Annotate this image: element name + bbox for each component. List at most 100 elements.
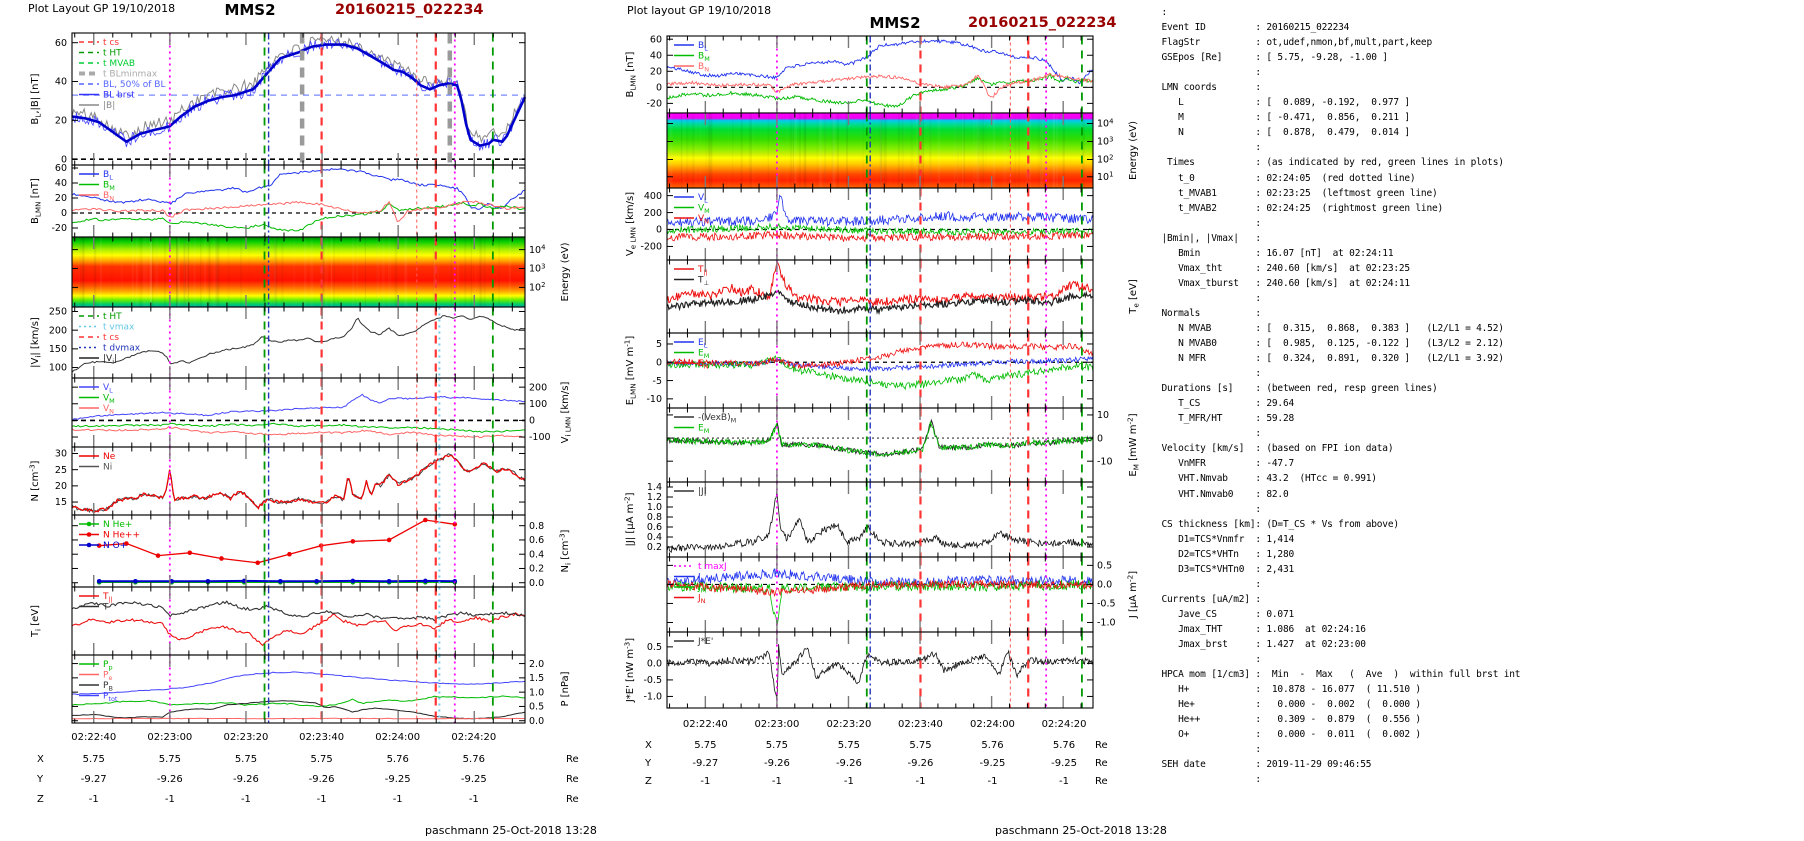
left-panel-ti: T||T Ti [eV]	[30, 586, 526, 656]
svg-text:5.76: 5.76	[387, 754, 409, 765]
svg-text:Ni: Ni	[103, 463, 112, 473]
svg-text:EM: EM	[698, 349, 709, 361]
svg-text:102: 102	[1097, 153, 1113, 165]
info-line: :	[1156, 217, 1261, 229]
svg-text:X: X	[37, 754, 44, 765]
svg-text:0.2: 0.2	[529, 564, 544, 575]
svg-text:-(VexB)M: -(VexB)M	[698, 413, 736, 425]
svg-text:BN: BN	[103, 191, 114, 203]
svg-text:40: 40	[55, 77, 67, 88]
svg-text:103: 103	[529, 262, 545, 274]
svg-text:BL, 50% of BL: BL, 50% of BL	[103, 80, 166, 90]
info-line: D1=TCS*Vnmfr : 1,414	[1156, 533, 1294, 545]
svg-text:t BLminmax: t BLminmax	[103, 70, 158, 80]
info-line: SEH date : 2019-11-29 09:46:55	[1156, 759, 1372, 771]
svg-text:JN: JN	[697, 594, 706, 606]
svg-text:Re: Re	[566, 754, 579, 765]
svg-text:1.4: 1.4	[647, 482, 662, 493]
svg-text:0: 0	[529, 416, 535, 427]
info-line: t_MVAB1 : 02:23:25 (leftmost green line)	[1156, 187, 1438, 199]
middle-footer: paschmann 25-Oct-2018 13:28	[995, 824, 1167, 837]
svg-text:5.76: 5.76	[981, 740, 1003, 751]
info-line: He+ : 0.000 - 0.002 ( 0.000 )	[1156, 699, 1421, 711]
svg-text:0.5: 0.5	[647, 642, 662, 653]
svg-text:02:23:20: 02:23:20	[223, 732, 268, 743]
svg-text:02:23:00: 02:23:00	[754, 719, 799, 730]
svg-text:Ne: Ne	[103, 452, 116, 462]
svg-text:T: T	[102, 603, 109, 613]
svg-text:02:22:40: 02:22:40	[683, 719, 728, 730]
svg-text:VM: VM	[698, 204, 710, 216]
info-line: t_0 : 02:24:05 (red dotted line)	[1156, 172, 1416, 184]
svg-text:15: 15	[55, 497, 67, 508]
svg-text:EL: EL	[698, 338, 708, 350]
svg-text:02:24:20: 02:24:20	[451, 732, 496, 743]
svg-text:400: 400	[644, 191, 662, 202]
svg-text:20: 20	[55, 481, 67, 492]
svg-text:Re: Re	[566, 774, 579, 785]
info-line: GSEpos [Re] : [ 5.75, -9.28, -1.00 ]	[1156, 52, 1389, 64]
svg-text:BL: BL	[698, 41, 708, 53]
svg-text:0: 0	[656, 225, 662, 236]
info-line: :	[1156, 142, 1261, 154]
svg-text:102: 102	[529, 281, 545, 293]
svg-text:60: 60	[650, 34, 662, 45]
svg-text:0.5: 0.5	[529, 702, 544, 713]
svg-text:-9.26: -9.26	[908, 758, 934, 769]
svg-text:-100: -100	[529, 432, 551, 443]
info-line: Velocity [km/s] : (based on FPI ion data…	[1156, 443, 1394, 455]
svg-text:Y: Y	[644, 758, 652, 769]
middle-plot-layout-header: Plot layout GP 19/10/2018	[627, 4, 772, 17]
info-line: Jave_CS : 0.071	[1156, 608, 1294, 620]
svg-text:t maxJ: t maxJ	[698, 562, 727, 572]
svg-text:02:24:00: 02:24:00	[375, 732, 420, 743]
svg-text:0: 0	[656, 83, 662, 94]
svg-text:-1.0: -1.0	[643, 692, 662, 703]
svg-text:104: 104	[529, 243, 545, 255]
svg-text:02:24:00: 02:24:00	[970, 719, 1015, 730]
svg-text:Re: Re	[1095, 740, 1108, 751]
svg-text:5.75: 5.75	[694, 740, 716, 751]
svg-text:X: X	[645, 740, 652, 751]
info-line: He++ : 0.309 - 0.879 ( 0.556 )	[1156, 714, 1421, 726]
svg-text:104: 104	[1097, 117, 1113, 129]
svg-text:-9.26: -9.26	[764, 758, 790, 769]
middle-panel-e-spectrogram: 104 103 102 101 Energy (eV)	[666, 112, 1139, 189]
svg-text:0.6: 0.6	[647, 522, 662, 533]
svg-text:5: 5	[656, 339, 662, 350]
svg-text:-5: -5	[653, 376, 662, 387]
svg-text:5.75: 5.75	[83, 754, 105, 765]
svg-text:Z: Z	[37, 794, 44, 805]
svg-text:JM: JM	[697, 583, 706, 595]
left-spacecraft-title: MMS2	[224, 1, 276, 19]
svg-text:-9.26: -9.26	[836, 758, 862, 769]
svg-text:Pe: Pe	[103, 671, 112, 683]
svg-text:-1: -1	[844, 776, 854, 787]
svg-text:-9.26: -9.26	[157, 774, 183, 785]
svg-text:|Vi|: |Vi|	[103, 354, 117, 366]
svg-text:T||: T||	[697, 265, 708, 277]
svg-text:Energy (eV): Energy (eV)	[560, 242, 571, 301]
svg-text:N He++: N He++	[103, 531, 140, 541]
svg-text:5.76: 5.76	[463, 754, 485, 765]
svg-text:100: 100	[529, 399, 547, 410]
svg-text:02:24:20: 02:24:20	[1042, 719, 1087, 730]
svg-text:0.2: 0.2	[647, 542, 662, 553]
info-line: HPCA mom [1/cm3] : Min - Max ( Ave ) wit…	[1156, 669, 1521, 681]
info-line: N MVAB0 : [ 0.985, 0.125, -0.122 ] (L3/L…	[1156, 338, 1504, 350]
svg-text:BL: BL	[103, 170, 113, 182]
info-line: :	[1156, 428, 1261, 440]
svg-text:VN: VN	[103, 404, 114, 416]
svg-text:|Vi| [km/s]: |Vi| [km/s]	[30, 317, 43, 368]
svg-text:Pp: Pp	[103, 660, 113, 672]
svg-text:200: 200	[49, 325, 67, 336]
left-panel-ion-spectrogram: 104 103 102 Energy (eV)	[71, 236, 571, 308]
info-line: CS thickness [km]: (D=T_CS * Vs from abo…	[1156, 518, 1400, 530]
middle-event-id: 20160215_022234	[968, 15, 1117, 31]
info-line: LMN coords :	[1156, 82, 1262, 94]
svg-text:0.0: 0.0	[647, 659, 662, 670]
